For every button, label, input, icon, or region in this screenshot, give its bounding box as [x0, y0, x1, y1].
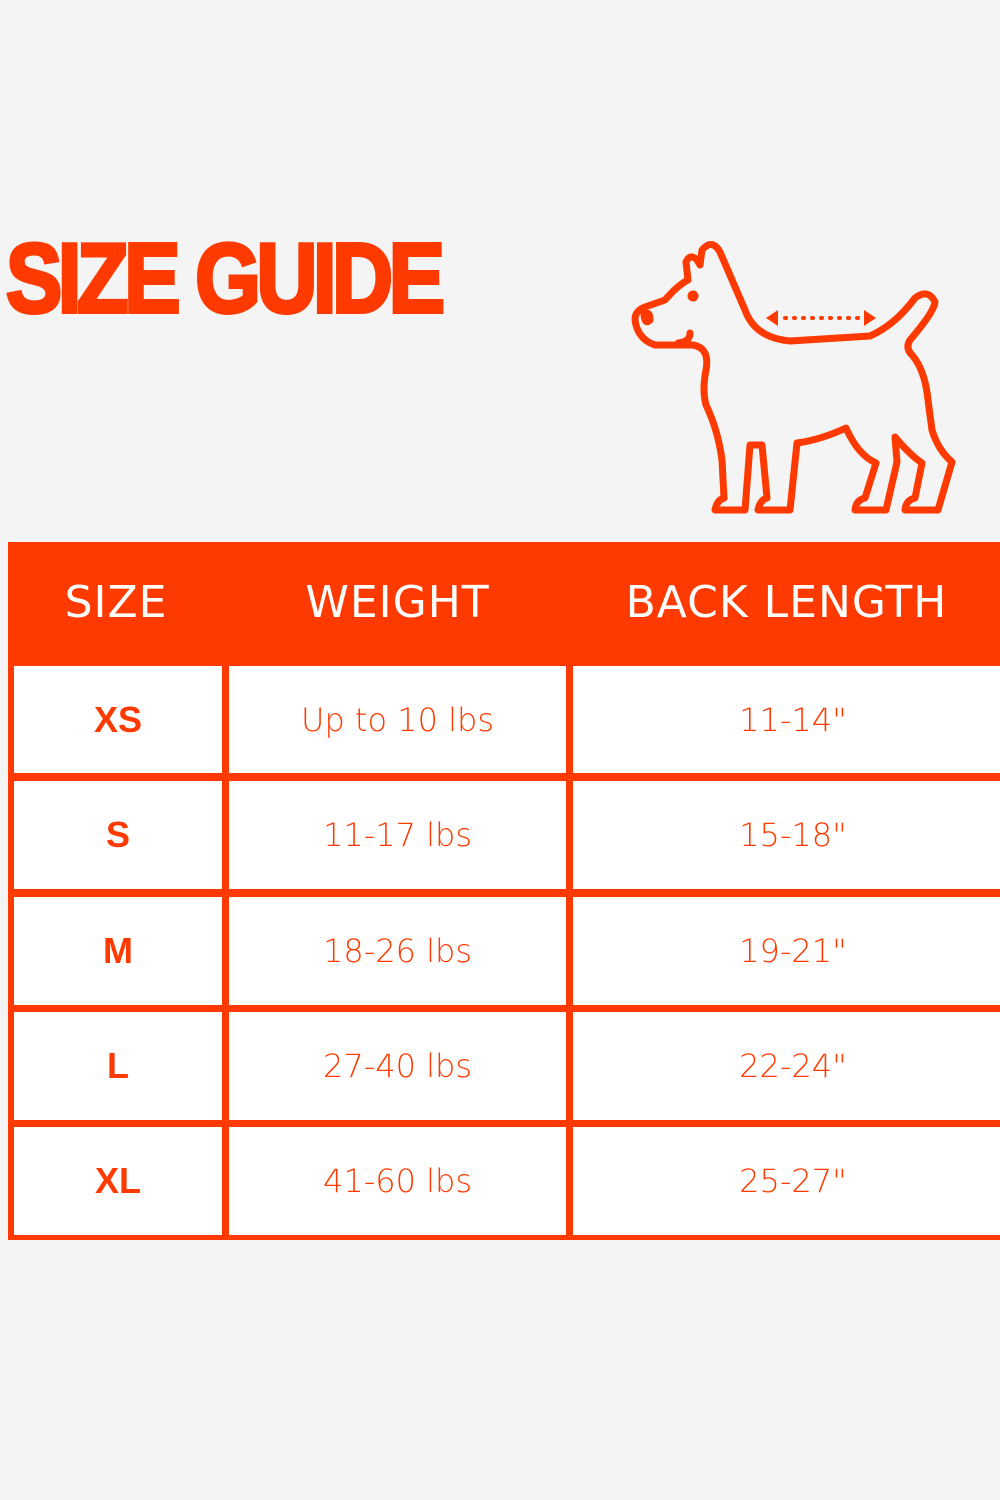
cell-size: XS	[14, 666, 222, 773]
cell-size: M	[14, 897, 222, 1005]
cell-back-length: 11-14"	[573, 666, 1000, 773]
dog-back-length-icon	[631, 241, 956, 514]
header-back-length: BACK LENGTH	[625, 576, 948, 628]
cell-size: S	[14, 781, 222, 889]
cell-weight: 27-40 lbs	[229, 1012, 566, 1120]
header-size: SIZE	[64, 576, 168, 628]
size-table: SIZE WEIGHT BACK LENGTH XS Up to 10 lbs 11…	[8, 542, 1000, 1240]
cell-weight: Up to 10 lbs	[229, 666, 566, 773]
cell-back-length: 19-21"	[573, 897, 1000, 1005]
cell-size: L	[14, 1012, 222, 1120]
cell-size: XL	[14, 1127, 222, 1235]
cell-back-length: 25-27"	[573, 1127, 1000, 1235]
header-weight: WEIGHT	[305, 576, 490, 628]
cell-weight: 18-26 lbs	[229, 897, 566, 1005]
cell-back-length: 22-24"	[573, 1012, 1000, 1120]
cell-weight: 41-60 lbs	[229, 1127, 566, 1235]
cell-weight: 11-17 lbs	[229, 781, 566, 889]
page-title: SIZE GUIDE	[4, 221, 446, 335]
cell-back-length: 15-18"	[573, 781, 1000, 889]
